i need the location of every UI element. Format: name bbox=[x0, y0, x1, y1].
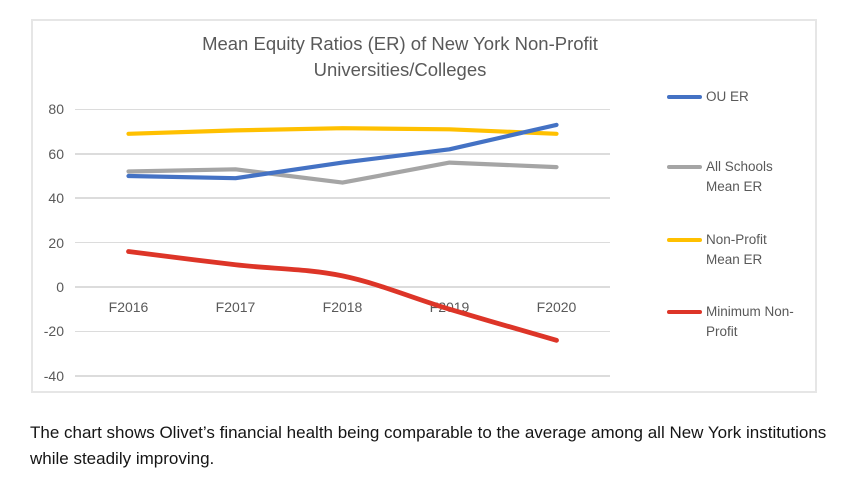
y-axis-tick-label: 60 bbox=[48, 145, 64, 162]
y-axis-tick-label: -20 bbox=[43, 323, 64, 340]
x-axis-tick-label: F2017 bbox=[215, 299, 256, 315]
legend-swatch-minimum-non-profit bbox=[667, 309, 702, 315]
gridline bbox=[75, 286, 610, 288]
legend-swatch-non-profit-mean-er bbox=[667, 237, 702, 243]
gridline bbox=[75, 330, 610, 333]
y-axis-tick-label: 80 bbox=[48, 101, 64, 118]
legend-label: OU ER bbox=[706, 89, 749, 104]
gridline bbox=[75, 197, 610, 199]
legend-item-all-schools-mean-er: All Schools Mean ER bbox=[667, 157, 827, 197]
legend-item-ou-er: OU ER bbox=[667, 87, 827, 107]
plot-lines bbox=[126, 122, 559, 343]
legend-label: All Schools Mean ER bbox=[706, 159, 773, 194]
x-axis-tick-label: F2018 bbox=[322, 299, 363, 315]
x-axis-tick-label: F2016 bbox=[108, 299, 149, 315]
x-axis-tick-label: F2020 bbox=[536, 299, 577, 315]
y-axis-tick-label: 40 bbox=[48, 190, 64, 207]
legend-swatch-all-schools-mean-er bbox=[667, 164, 702, 170]
gridline bbox=[75, 375, 610, 377]
series-line-non-profit-mean-er bbox=[126, 126, 559, 136]
y-axis-tick-label: 0 bbox=[56, 279, 64, 295]
legend-item-minimum-non-profit: Minimum Non- Profit bbox=[667, 302, 827, 342]
legend-label: Minimum Non- Profit bbox=[706, 304, 794, 339]
legend-swatch-ou-er bbox=[667, 94, 702, 100]
chart-title-line-2: Universities/Colleges bbox=[313, 59, 487, 80]
chart-title-line-1: Mean Equity Ratios (ER) of New York Non-… bbox=[202, 33, 598, 54]
series-line-minimum-non-profit bbox=[126, 249, 559, 343]
legend-item-non-profit-mean-er: Non-Profit Mean ER bbox=[667, 230, 827, 270]
chart-title: Mean Equity Ratios (ER) of New York Non-… bbox=[75, 31, 725, 83]
y-axis-tick-label: -40 bbox=[43, 367, 64, 384]
gridline bbox=[75, 153, 610, 155]
legend-label: Non-Profit Mean ER bbox=[706, 232, 767, 267]
gridline bbox=[75, 108, 610, 111]
series-line-ou-er bbox=[126, 122, 559, 181]
caption-text: The chart shows Olivet’s financial healt… bbox=[30, 423, 827, 468]
gridline bbox=[75, 241, 610, 244]
y-axis-tick-label: 20 bbox=[48, 234, 64, 251]
series-line-all-schools-mean-er bbox=[126, 160, 559, 185]
chart-area bbox=[31, 19, 817, 393]
